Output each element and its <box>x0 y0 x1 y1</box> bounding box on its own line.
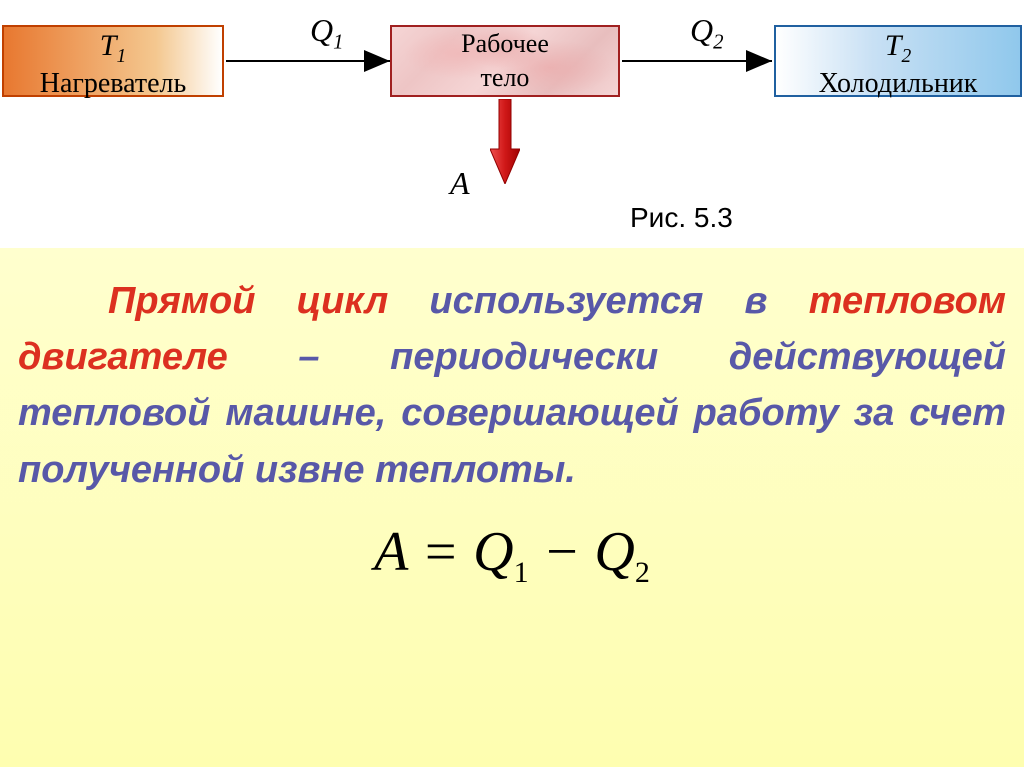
formula-eq: = <box>407 521 473 583</box>
q2-base: Q <box>690 12 713 48</box>
q1-base: Q <box>310 12 333 48</box>
heat-engine-diagram: T1 Нагреватель Q1 Рабочее тело Q2 T2 Хол… <box>0 0 1024 200</box>
heater-sub: 1 <box>116 46 126 67</box>
formula-Q2: Q <box>594 521 634 583</box>
cooler-label: Холодильник <box>776 68 1020 102</box>
figure-caption: Рис. 5.3 <box>630 202 733 234</box>
explanation-panel: Прямой цикл используется в тепловом двиг… <box>0 248 1024 767</box>
q1-label: Q1 <box>310 12 344 54</box>
explanation-paragraph: Прямой цикл используется в тепловом двиг… <box>18 273 1006 498</box>
heater-box: T1 Нагреватель <box>2 25 224 97</box>
q1-sub: 1 <box>333 30 343 53</box>
formula-minus: − <box>529 521 595 583</box>
heater-symbol: T1 <box>4 27 222 68</box>
heater-label: Нагреватель <box>4 68 222 102</box>
formula-lhs: A <box>374 521 407 583</box>
work-formula: A = Q1 − Q2 <box>18 520 1006 590</box>
cooler-sub: 2 <box>901 46 911 67</box>
heater-T: T <box>100 29 117 62</box>
cooler-box: T2 Холодильник <box>774 25 1022 97</box>
formula-Q2-sub: 2 <box>635 556 650 589</box>
arrowhead-2 <box>746 50 772 72</box>
formula-Q1: Q <box>473 521 513 583</box>
q2-sub: 2 <box>713 30 723 53</box>
q2-label: Q2 <box>690 12 724 54</box>
work-A-label: A <box>450 165 470 202</box>
workbody-line2: тело <box>392 61 618 95</box>
cooler-T: T <box>885 29 902 62</box>
formula-Q1-sub: 1 <box>514 556 529 589</box>
arrowhead-1 <box>364 50 390 72</box>
term-direct-cycle: Прямой цикл <box>108 280 388 322</box>
work-arrow-icon <box>490 99 520 184</box>
cooler-symbol: T2 <box>776 27 1020 68</box>
workbody-box: Рабочее тело <box>390 25 620 97</box>
para-mid1: используется в <box>388 280 808 322</box>
workbody-line1: Рабочее <box>392 27 618 61</box>
